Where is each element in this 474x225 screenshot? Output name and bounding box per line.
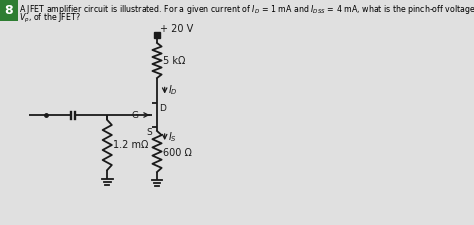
Text: D: D xyxy=(159,104,166,113)
Text: $I_S$: $I_S$ xyxy=(168,130,177,144)
Text: S: S xyxy=(146,128,152,137)
Text: 600 Ω: 600 Ω xyxy=(163,148,192,158)
Text: 8: 8 xyxy=(4,4,13,17)
FancyBboxPatch shape xyxy=(0,0,18,21)
Text: A JFET amplifier circuit is illustrated. For a given current of $I_D$ = 1 mA and: A JFET amplifier circuit is illustrated.… xyxy=(19,3,474,16)
Text: 5 kΩ: 5 kΩ xyxy=(163,56,185,65)
Text: G: G xyxy=(132,110,138,119)
Text: $I_D$: $I_D$ xyxy=(168,84,177,97)
Text: + 20 V: + 20 V xyxy=(160,24,193,34)
Text: $V_p$, of the JFET?: $V_p$, of the JFET? xyxy=(19,12,81,25)
Text: 1.2 mΩ: 1.2 mΩ xyxy=(113,140,149,151)
